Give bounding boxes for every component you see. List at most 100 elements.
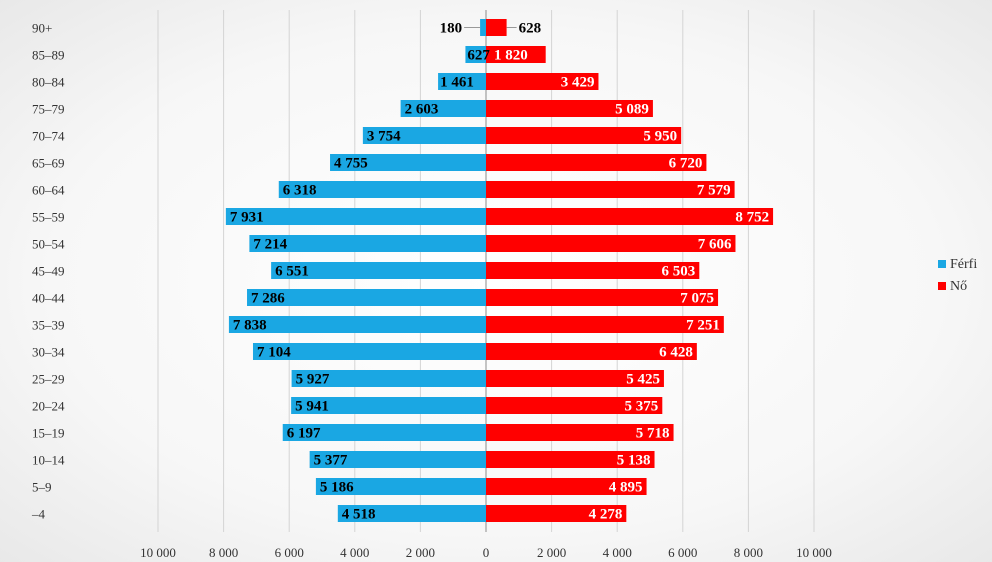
data-label-female: 7 579 — [697, 183, 731, 199]
category-label: 30–34 — [32, 345, 65, 360]
bar-male — [291, 397, 486, 414]
data-label-female: 5 138 — [617, 453, 651, 469]
data-label-male: 7 838 — [233, 318, 267, 334]
data-label-male: 6 551 — [275, 264, 309, 280]
legend-swatch — [938, 260, 946, 268]
category-label: 45–49 — [32, 264, 65, 279]
bar-female — [486, 505, 627, 522]
data-label-female: 5 718 — [636, 426, 670, 442]
bar-female — [486, 235, 736, 252]
data-label-male: 2 603 — [405, 102, 439, 118]
bar-male — [400, 100, 486, 117]
bar-female — [486, 316, 724, 333]
x-tick-label: 4 000 — [603, 545, 632, 560]
bar-male — [465, 46, 486, 63]
bar-female — [486, 370, 664, 387]
data-label-female: 628 — [519, 21, 542, 37]
data-label-female: 5 089 — [615, 102, 649, 118]
legend-label: Nő — [950, 279, 967, 294]
data-label-male: 627 — [467, 48, 490, 64]
value-axis: 10 000 8 000 6 000 4 000 2 000 0 2 000 4 000 6 0… — [140, 545, 832, 560]
category-label: 85–89 — [32, 48, 65, 63]
data-label-female: 6 503 — [662, 264, 696, 280]
bar-male — [249, 235, 486, 252]
category-label: 10–14 — [32, 453, 65, 468]
data-label-female: 1 820 — [494, 48, 528, 64]
data-label-female: 5 425 — [626, 372, 660, 388]
x-tick-label: 10 000 — [796, 545, 832, 560]
bar-female — [486, 397, 663, 414]
data-label-female: 5 375 — [625, 399, 659, 415]
bar-male — [330, 154, 486, 171]
bar-male — [438, 73, 486, 90]
x-tick-label: 8 000 — [734, 545, 763, 560]
bar-male — [315, 478, 486, 495]
bar-male — [228, 316, 486, 333]
data-label-male: 7 286 — [251, 291, 285, 307]
bar-male — [480, 19, 486, 36]
bar-male — [225, 208, 486, 225]
data-labels: 180 628 627 1 820 1 461 3 429 2 603 5 089 3 754 5… — [230, 21, 769, 523]
data-label-male: 5 927 — [296, 372, 330, 388]
data-label-male: 4 755 — [334, 156, 368, 172]
data-label-male: 3 754 — [367, 129, 401, 145]
bar-male — [282, 424, 486, 441]
bar-male — [252, 343, 486, 360]
bar-male — [271, 262, 486, 279]
x-tick-label: 6 000 — [275, 545, 304, 560]
category-label: 75–79 — [32, 102, 65, 117]
x-tick-label: 10 000 — [140, 545, 176, 560]
x-tick-label: 4 000 — [340, 545, 369, 560]
bar-female — [486, 154, 707, 171]
bar-male — [309, 451, 486, 468]
category-label: 20–24 — [32, 399, 65, 414]
category-label: 50–54 — [32, 237, 65, 252]
category-label: 25–29 — [32, 372, 65, 387]
legend-swatch — [938, 282, 946, 290]
category-label: 90+ — [32, 21, 52, 36]
data-label-female: 5 950 — [643, 129, 677, 145]
category-label: 15–19 — [32, 426, 65, 441]
bar-female — [486, 208, 774, 225]
bar-male — [362, 127, 486, 144]
bar-female — [486, 424, 674, 441]
data-label-male: 5 941 — [295, 399, 329, 415]
data-label-male: 180 — [440, 21, 463, 37]
data-label-female: 6 720 — [669, 156, 703, 172]
bar-male — [337, 505, 486, 522]
bars — [225, 19, 774, 522]
x-tick-label: 2 000 — [537, 545, 566, 560]
category-axis: 90+ 85–89 80–84 75–79 70–74 65–69 60–64 55–59 50… — [31, 21, 65, 522]
legend: Férfi Nő — [938, 257, 977, 294]
legend-label: Férfi — [950, 257, 977, 272]
data-label-male: 7 931 — [230, 210, 264, 226]
bar-female — [486, 46, 546, 63]
data-label-female: 3 429 — [561, 75, 595, 91]
data-label-female: 8 752 — [735, 210, 769, 226]
category-label: 65–69 — [32, 156, 65, 171]
data-label-male: 5 377 — [314, 453, 348, 469]
category-label: 55–59 — [32, 210, 65, 225]
bar-female — [486, 262, 700, 279]
category-label: 80–84 — [32, 75, 65, 90]
bar-female — [486, 73, 599, 90]
data-label-female: 6 428 — [659, 345, 693, 361]
x-tick-label: 0 — [483, 545, 490, 560]
category-label: 5–9 — [32, 480, 52, 495]
bar-female — [486, 343, 697, 360]
data-label-male: 7 104 — [257, 345, 291, 361]
x-tick-label: 8 000 — [209, 545, 238, 560]
data-label-male: 6 197 — [287, 426, 321, 442]
x-tick-label: 2 000 — [406, 545, 435, 560]
bar-male — [247, 289, 486, 306]
data-label-female: 4 895 — [609, 480, 643, 496]
bar-female — [486, 127, 682, 144]
bar-male — [291, 370, 486, 387]
data-label-female: 4 278 — [589, 507, 623, 523]
bar-female — [486, 100, 653, 117]
x-tick-label: 6 000 — [668, 545, 697, 560]
data-label-male: 6 318 — [283, 183, 317, 199]
bar-female — [486, 181, 735, 198]
